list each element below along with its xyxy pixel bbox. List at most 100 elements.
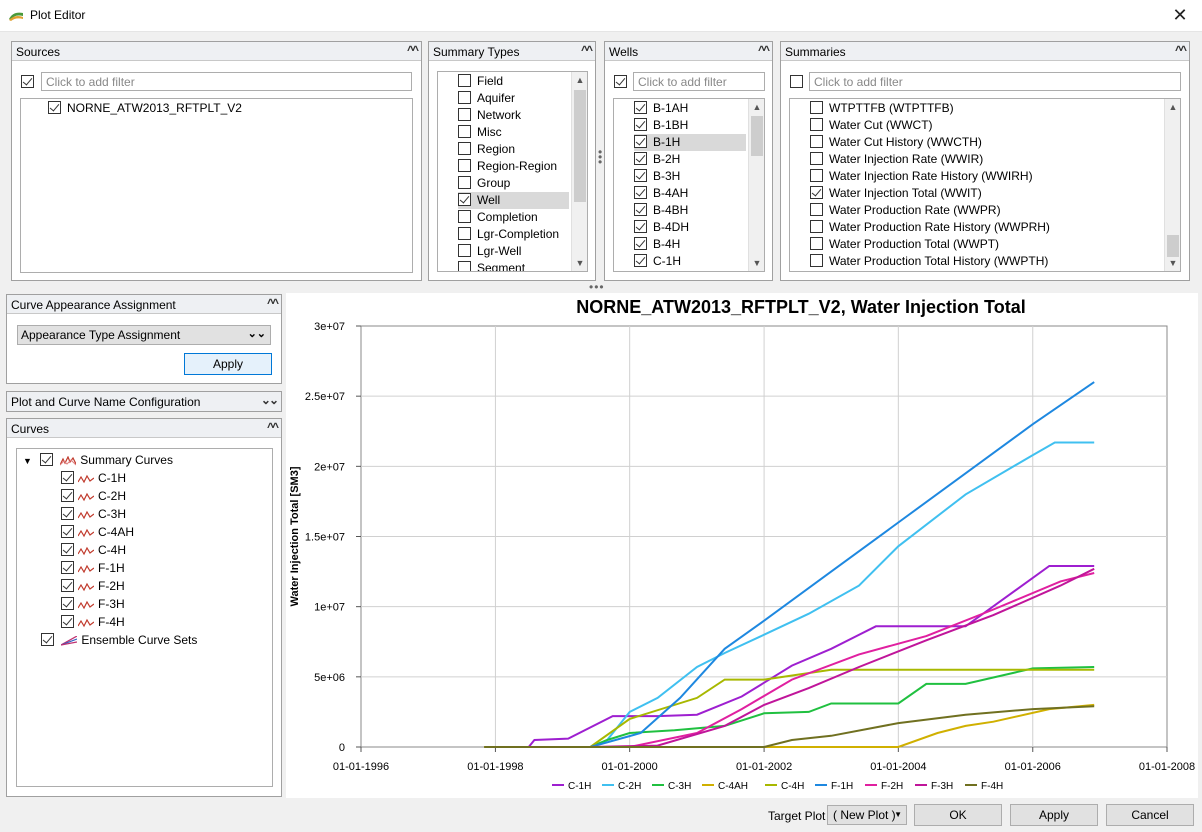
well-item[interactable]: B-1BH	[634, 117, 688, 134]
curve-node[interactable]: C-2H	[61, 487, 126, 505]
summary-type-item[interactable]: Misc	[458, 124, 502, 141]
scroll-thumb[interactable]	[751, 116, 763, 156]
well-item[interactable]: C-1H	[634, 253, 681, 270]
cancel-button[interactable]: Cancel	[1106, 804, 1194, 826]
well-checkbox[interactable]	[634, 237, 647, 251]
close-window-button[interactable]: ✕	[1172, 5, 1188, 25]
well-item[interactable]: B-4DH	[634, 219, 689, 236]
summary-item[interactable]: Water Production Total History (WWPTH)	[810, 253, 1048, 270]
sources-filter-input[interactable]: Click to add filter	[41, 72, 412, 91]
scroll-down-icon[interactable]: ▼	[1168, 258, 1178, 268]
scroll-thumb[interactable]	[1167, 235, 1179, 257]
summary-item[interactable]: Water Production Total (WWPT)	[810, 236, 999, 253]
curve-checkbox[interactable]	[61, 579, 74, 593]
summary-checkbox[interactable]	[810, 186, 823, 200]
well-item[interactable]: B-4AH	[634, 185, 688, 202]
summary-type-checkbox[interactable]	[458, 125, 471, 139]
summary-type-item[interactable]: Network	[458, 107, 521, 124]
sources-header[interactable]: Sources ^^	[12, 42, 421, 61]
wells-header[interactable]: Wells ^^	[605, 42, 772, 61]
appearance-apply-button[interactable]: Apply	[184, 353, 272, 375]
source-checkbox[interactable]	[48, 101, 61, 115]
curve-node[interactable]: F-4H	[61, 613, 125, 631]
summary-type-item[interactable]: Segment	[458, 260, 525, 271]
well-item[interactable]: B-1AH	[634, 100, 688, 117]
curve-node[interactable]: C-4H	[61, 541, 126, 559]
well-item[interactable]: B-1H	[634, 134, 746, 151]
summary-item[interactable]: Water Cut (WWCT)	[810, 117, 933, 134]
summary-type-item[interactable]: Completion	[458, 209, 538, 226]
well-item[interactable]: B-4BH	[634, 202, 688, 219]
summary-item[interactable]: WTPTTFB (WTPTTFB)	[810, 100, 954, 117]
scroll-down-icon[interactable]: ▼	[752, 258, 762, 268]
curve-checkbox[interactable]	[61, 597, 74, 611]
summary-item[interactable]: Water Production Rate (WWPR)	[810, 202, 1001, 219]
summary-item[interactable]: Water Production Rate History (WWPRH)	[810, 219, 1050, 236]
source-item[interactable]: NORNE_ATW2013_RFTPLT_V2	[48, 100, 242, 117]
summary-type-checkbox[interactable]	[458, 227, 471, 241]
vertical-scrollbar[interactable]: ▲ ▼	[571, 72, 587, 271]
summary-checkbox[interactable]	[810, 152, 823, 166]
curve-appearance-header[interactable]: Curve Appearance Assignment ^^	[7, 295, 281, 314]
summary-type-checkbox[interactable]	[458, 108, 471, 122]
well-checkbox[interactable]	[634, 118, 647, 132]
summary-item[interactable]: Water Injection Rate (WWIR)	[810, 151, 983, 168]
summary-checkbox[interactable]	[810, 203, 823, 217]
ensemble-curve-sets-checkbox[interactable]	[41, 633, 54, 647]
well-item[interactable]: B-4H	[634, 236, 680, 253]
well-checkbox[interactable]	[634, 101, 647, 115]
splitter-handle-icon[interactable]: •••	[598, 145, 603, 169]
collapse-icon[interactable]: ^^	[266, 296, 279, 310]
apply-button[interactable]: Apply	[1010, 804, 1098, 826]
summary-checkbox[interactable]	[810, 135, 823, 149]
summary-checkbox[interactable]	[810, 237, 823, 251]
collapse-icon[interactable]: ^^	[580, 43, 593, 57]
curve-checkbox[interactable]	[61, 615, 74, 629]
summary-type-item[interactable]: Well	[458, 192, 569, 209]
collapse-icon[interactable]: ^^	[406, 43, 419, 57]
summary-checkbox[interactable]	[810, 220, 823, 234]
curve-node[interactable]: F-2H	[61, 577, 125, 595]
plot-area[interactable]: NORNE_ATW2013_RFTPLT_V2, Water Injection…	[286, 293, 1198, 798]
well-checkbox[interactable]	[634, 152, 647, 166]
summary-type-item[interactable]: Lgr-Well	[458, 243, 521, 260]
ensemble-curve-sets-node[interactable]: Ensemble Curve Sets	[41, 631, 197, 649]
summary-type-item[interactable]: Lgr-Completion	[458, 226, 559, 243]
scroll-thumb[interactable]	[574, 90, 586, 202]
summary-curves-checkbox[interactable]	[39, 453, 53, 467]
summary-item[interactable]: Water Injection Total (WWIT)	[810, 185, 982, 202]
well-checkbox[interactable]	[634, 203, 647, 217]
curve-checkbox[interactable]	[61, 543, 74, 557]
well-item[interactable]: B-2H	[634, 151, 680, 168]
curve-node[interactable]: C-1H	[61, 469, 126, 487]
curve-checkbox[interactable]	[61, 561, 74, 575]
summary-checkbox[interactable]	[810, 254, 823, 268]
well-checkbox[interactable]	[634, 186, 647, 200]
summary-type-item[interactable]: Aquifer	[458, 90, 515, 107]
well-checkbox[interactable]	[634, 254, 647, 268]
summary-type-item[interactable]: Group	[458, 175, 510, 192]
collapse-icon[interactable]: ^^	[266, 420, 279, 434]
curve-node[interactable]: C-4AH	[61, 523, 134, 541]
ok-button[interactable]: OK	[914, 804, 1002, 826]
scroll-up-icon[interactable]: ▲	[575, 75, 585, 85]
curve-node[interactable]: F-3H	[61, 595, 125, 613]
summary-type-checkbox[interactable]	[458, 193, 471, 207]
summaries-header[interactable]: Summaries ^^	[781, 42, 1189, 61]
summary-type-item[interactable]: Field	[458, 73, 503, 90]
well-checkbox[interactable]	[634, 220, 647, 234]
target-plot-dropdown[interactable]: ( New Plot ) ▼	[827, 805, 907, 825]
summary-type-checkbox[interactable]	[458, 244, 471, 258]
curve-checkbox[interactable]	[61, 507, 74, 521]
summary-item[interactable]: Water Injection Rate History (WWIRH)	[810, 168, 1033, 185]
summary-types-header[interactable]: Summary Types ^^	[429, 42, 595, 61]
appearance-type-dropdown[interactable]: Appearance Type Assignment ⌄⌄	[17, 325, 271, 345]
summary-checkbox[interactable]	[810, 169, 823, 183]
well-item[interactable]: B-3H	[634, 168, 680, 185]
water-injection-chart[interactable]: NORNE_ATW2013_RFTPLT_V2, Water Injection…	[286, 293, 1198, 798]
curve-node[interactable]: F-1H	[61, 559, 125, 577]
scroll-up-icon[interactable]: ▲	[1168, 102, 1178, 112]
collapse-icon[interactable]: ^^	[1174, 43, 1187, 57]
summary-type-checkbox[interactable]	[458, 74, 471, 88]
summary-type-checkbox[interactable]	[458, 210, 471, 224]
